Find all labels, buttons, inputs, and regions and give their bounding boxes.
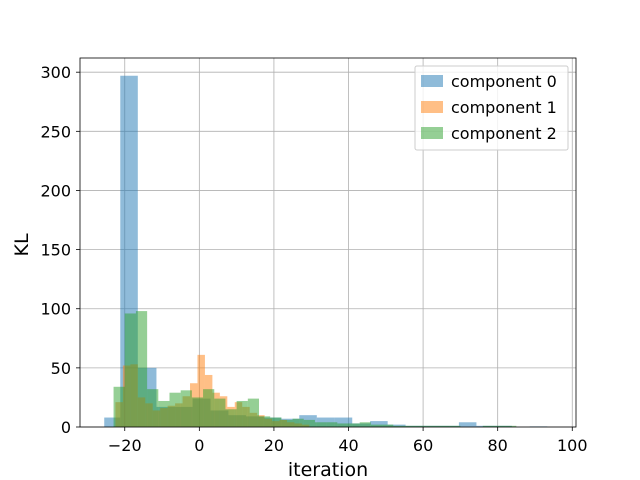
histogram-bar [337, 423, 349, 427]
x-tick-label: 0 [194, 436, 204, 455]
axis-ticks: −20 0 20 40 60 80 100 0 50 100 150 200 250 300 [40, 63, 587, 455]
legend: component 0 component 1 component 2 [414, 65, 569, 151]
histogram-bar [104, 417, 121, 427]
histogram-bar [370, 424, 383, 427]
histogram-bar [197, 354, 205, 427]
histogram-bar [314, 422, 327, 427]
histogram-bar [214, 398, 226, 427]
histogram-bar [281, 419, 293, 427]
y-tick-label: 100 [40, 300, 71, 319]
histogram-bar [404, 425, 416, 427]
legend-swatch [421, 75, 443, 87]
histogram-bar [334, 417, 353, 427]
histogram-bar [169, 392, 181, 427]
histogram-bar [147, 389, 159, 427]
histogram-bar [438, 425, 450, 427]
histogram-bar [225, 409, 237, 427]
histogram-bar [393, 425, 405, 427]
histogram-bar [415, 425, 427, 427]
histogram-bar [359, 422, 371, 427]
series-2-bars [113, 311, 517, 427]
histogram-bar [449, 425, 461, 427]
x-tick-label: −20 [108, 436, 142, 455]
y-tick-label: 200 [40, 181, 71, 200]
legend-label: component 1 [451, 98, 557, 117]
y-tick-label: 50 [51, 359, 71, 378]
histogram-bar [113, 386, 125, 427]
histogram-bar [247, 398, 260, 427]
histogram-bar [458, 422, 477, 427]
x-tick-label: 40 [338, 436, 358, 455]
histogram-bar [382, 424, 394, 427]
histogram-bar [180, 390, 192, 427]
y-tick-label: 300 [40, 63, 71, 82]
axes-frame [79, 57, 577, 428]
histogram-bar [493, 425, 506, 427]
histogram-bar [158, 400, 170, 427]
legend-label: component 0 [451, 72, 557, 91]
legend-box [414, 65, 569, 151]
histogram-bar [270, 417, 282, 427]
histogram-bar [292, 418, 304, 427]
histogram-bar [203, 389, 215, 427]
histogram-bar [505, 425, 517, 427]
histogram-bar [191, 397, 204, 427]
x-tick-label: 20 [264, 436, 284, 455]
y-tick-label: 150 [40, 241, 71, 260]
histogram-bar [303, 419, 315, 427]
histogram-bar [370, 421, 388, 427]
x-axis-label: iteration [288, 459, 368, 480]
histogram-bar [348, 423, 360, 427]
histogram-bar [236, 400, 248, 427]
y-axis-label: KL [11, 233, 33, 256]
y-tick-label: 250 [40, 122, 71, 141]
histogram-bar [259, 416, 271, 427]
x-tick-label: 60 [413, 436, 433, 455]
histogram-bar [124, 313, 136, 427]
legend-swatch [421, 101, 443, 113]
x-tick-label: 80 [488, 436, 508, 455]
histogram-bar [135, 311, 148, 427]
histogram-bar [326, 422, 338, 427]
x-tick-label: 100 [557, 436, 588, 455]
y-tick-label: 0 [61, 418, 71, 437]
legend-swatch [421, 127, 443, 139]
legend-label: component 2 [451, 124, 557, 143]
histogram-bar [482, 425, 494, 427]
histogram-bar [426, 425, 439, 427]
bars [104, 75, 548, 427]
